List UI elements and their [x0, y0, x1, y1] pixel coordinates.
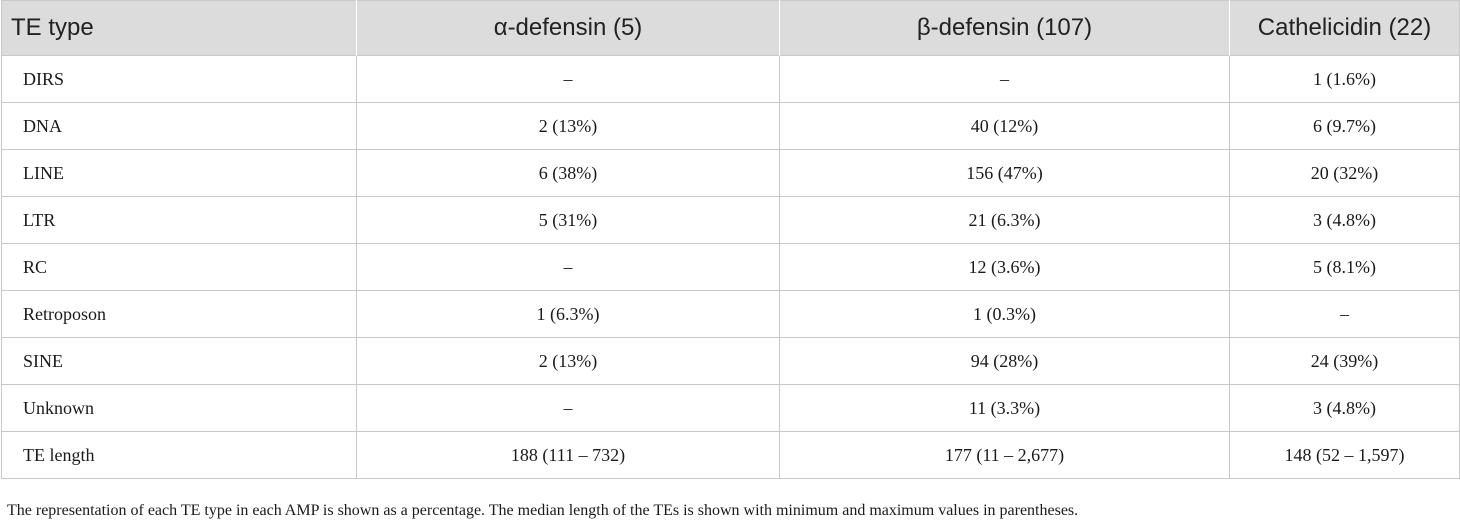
table-row: Retroposon 1 (6.3%) 1 (0.3%) – [1, 290, 1460, 338]
te-table-container: TE type α-defensin (5) β-defensin (107) … [1, 0, 1460, 479]
table-cell: – [356, 243, 780, 291]
table-cell: 6 (38%) [356, 149, 780, 197]
te-type-table: TE type α-defensin (5) β-defensin (107) … [1, 0, 1460, 479]
row-label: Unknown [1, 384, 357, 432]
table-cell: 1 (1.6%) [1229, 55, 1460, 103]
row-label: SINE [1, 337, 357, 385]
table-cell: 3 (4.8%) [1229, 384, 1460, 432]
table-row: TE length 188 (111 – 732) 177 (11 – 2,67… [1, 431, 1460, 479]
table-cell: – [356, 384, 780, 432]
table-cell: 2 (13%) [356, 102, 780, 150]
row-label: TE length [1, 431, 357, 479]
table-cell: 21 (6.3%) [779, 196, 1230, 244]
table-cell: – [356, 55, 780, 103]
table-cell: 94 (28%) [779, 337, 1230, 385]
row-label: LINE [1, 149, 357, 197]
table-caption: The representation of each TE type in ea… [7, 502, 1079, 519]
row-label: LTR [1, 196, 357, 244]
table-cell: 24 (39%) [1229, 337, 1460, 385]
table-cell: 1 (0.3%) [779, 290, 1230, 338]
table-row: DIRS – – 1 (1.6%) [1, 55, 1460, 103]
table-cell: 12 (3.6%) [779, 243, 1230, 291]
row-label: RC [1, 243, 357, 291]
table-cell: 2 (13%) [356, 337, 780, 385]
table-cell: 156 (47%) [779, 149, 1230, 197]
table-cell: – [1229, 290, 1460, 338]
table-cell: – [779, 55, 1230, 103]
row-label: Retroposon [1, 290, 357, 338]
table-row: Unknown – 11 (3.3%) 3 (4.8%) [1, 384, 1460, 432]
table-header: TE type α-defensin (5) β-defensin (107) … [1, 0, 1460, 56]
table-row: DNA 2 (13%) 40 (12%) 6 (9.7%) [1, 102, 1460, 150]
table-body: DIRS – – 1 (1.6%) DNA 2 (13%) 40 (12%) 6… [1, 55, 1460, 479]
table-row: SINE 2 (13%) 94 (28%) 24 (39%) [1, 337, 1460, 385]
table-cell: 40 (12%) [779, 102, 1230, 150]
table-cell: 11 (3.3%) [779, 384, 1230, 432]
table-cell: 5 (8.1%) [1229, 243, 1460, 291]
header-beta-defensin: β-defensin (107) [779, 0, 1230, 56]
row-label: DNA [1, 102, 357, 150]
header-te-type: TE type [1, 0, 357, 56]
table-row: RC – 12 (3.6%) 5 (8.1%) [1, 243, 1460, 291]
table-row: LINE 6 (38%) 156 (47%) 20 (32%) [1, 149, 1460, 197]
table-cell: 5 (31%) [356, 196, 780, 244]
header-cathelicidin: Cathelicidin (22) [1229, 0, 1460, 56]
table-cell: 3 (4.8%) [1229, 196, 1460, 244]
header-row: TE type α-defensin (5) β-defensin (107) … [1, 0, 1460, 56]
table-cell: 20 (32%) [1229, 149, 1460, 197]
header-alpha-defensin: α-defensin (5) [356, 0, 780, 56]
table-cell: 1 (6.3%) [356, 290, 780, 338]
table-cell: 148 (52 – 1,597) [1229, 431, 1460, 479]
table-cell: 6 (9.7%) [1229, 102, 1460, 150]
table-cell: 177 (11 – 2,677) [779, 431, 1230, 479]
table-cell: 188 (111 – 732) [356, 431, 780, 479]
table-row: LTR 5 (31%) 21 (6.3%) 3 (4.8%) [1, 196, 1460, 244]
row-label: DIRS [1, 55, 357, 103]
